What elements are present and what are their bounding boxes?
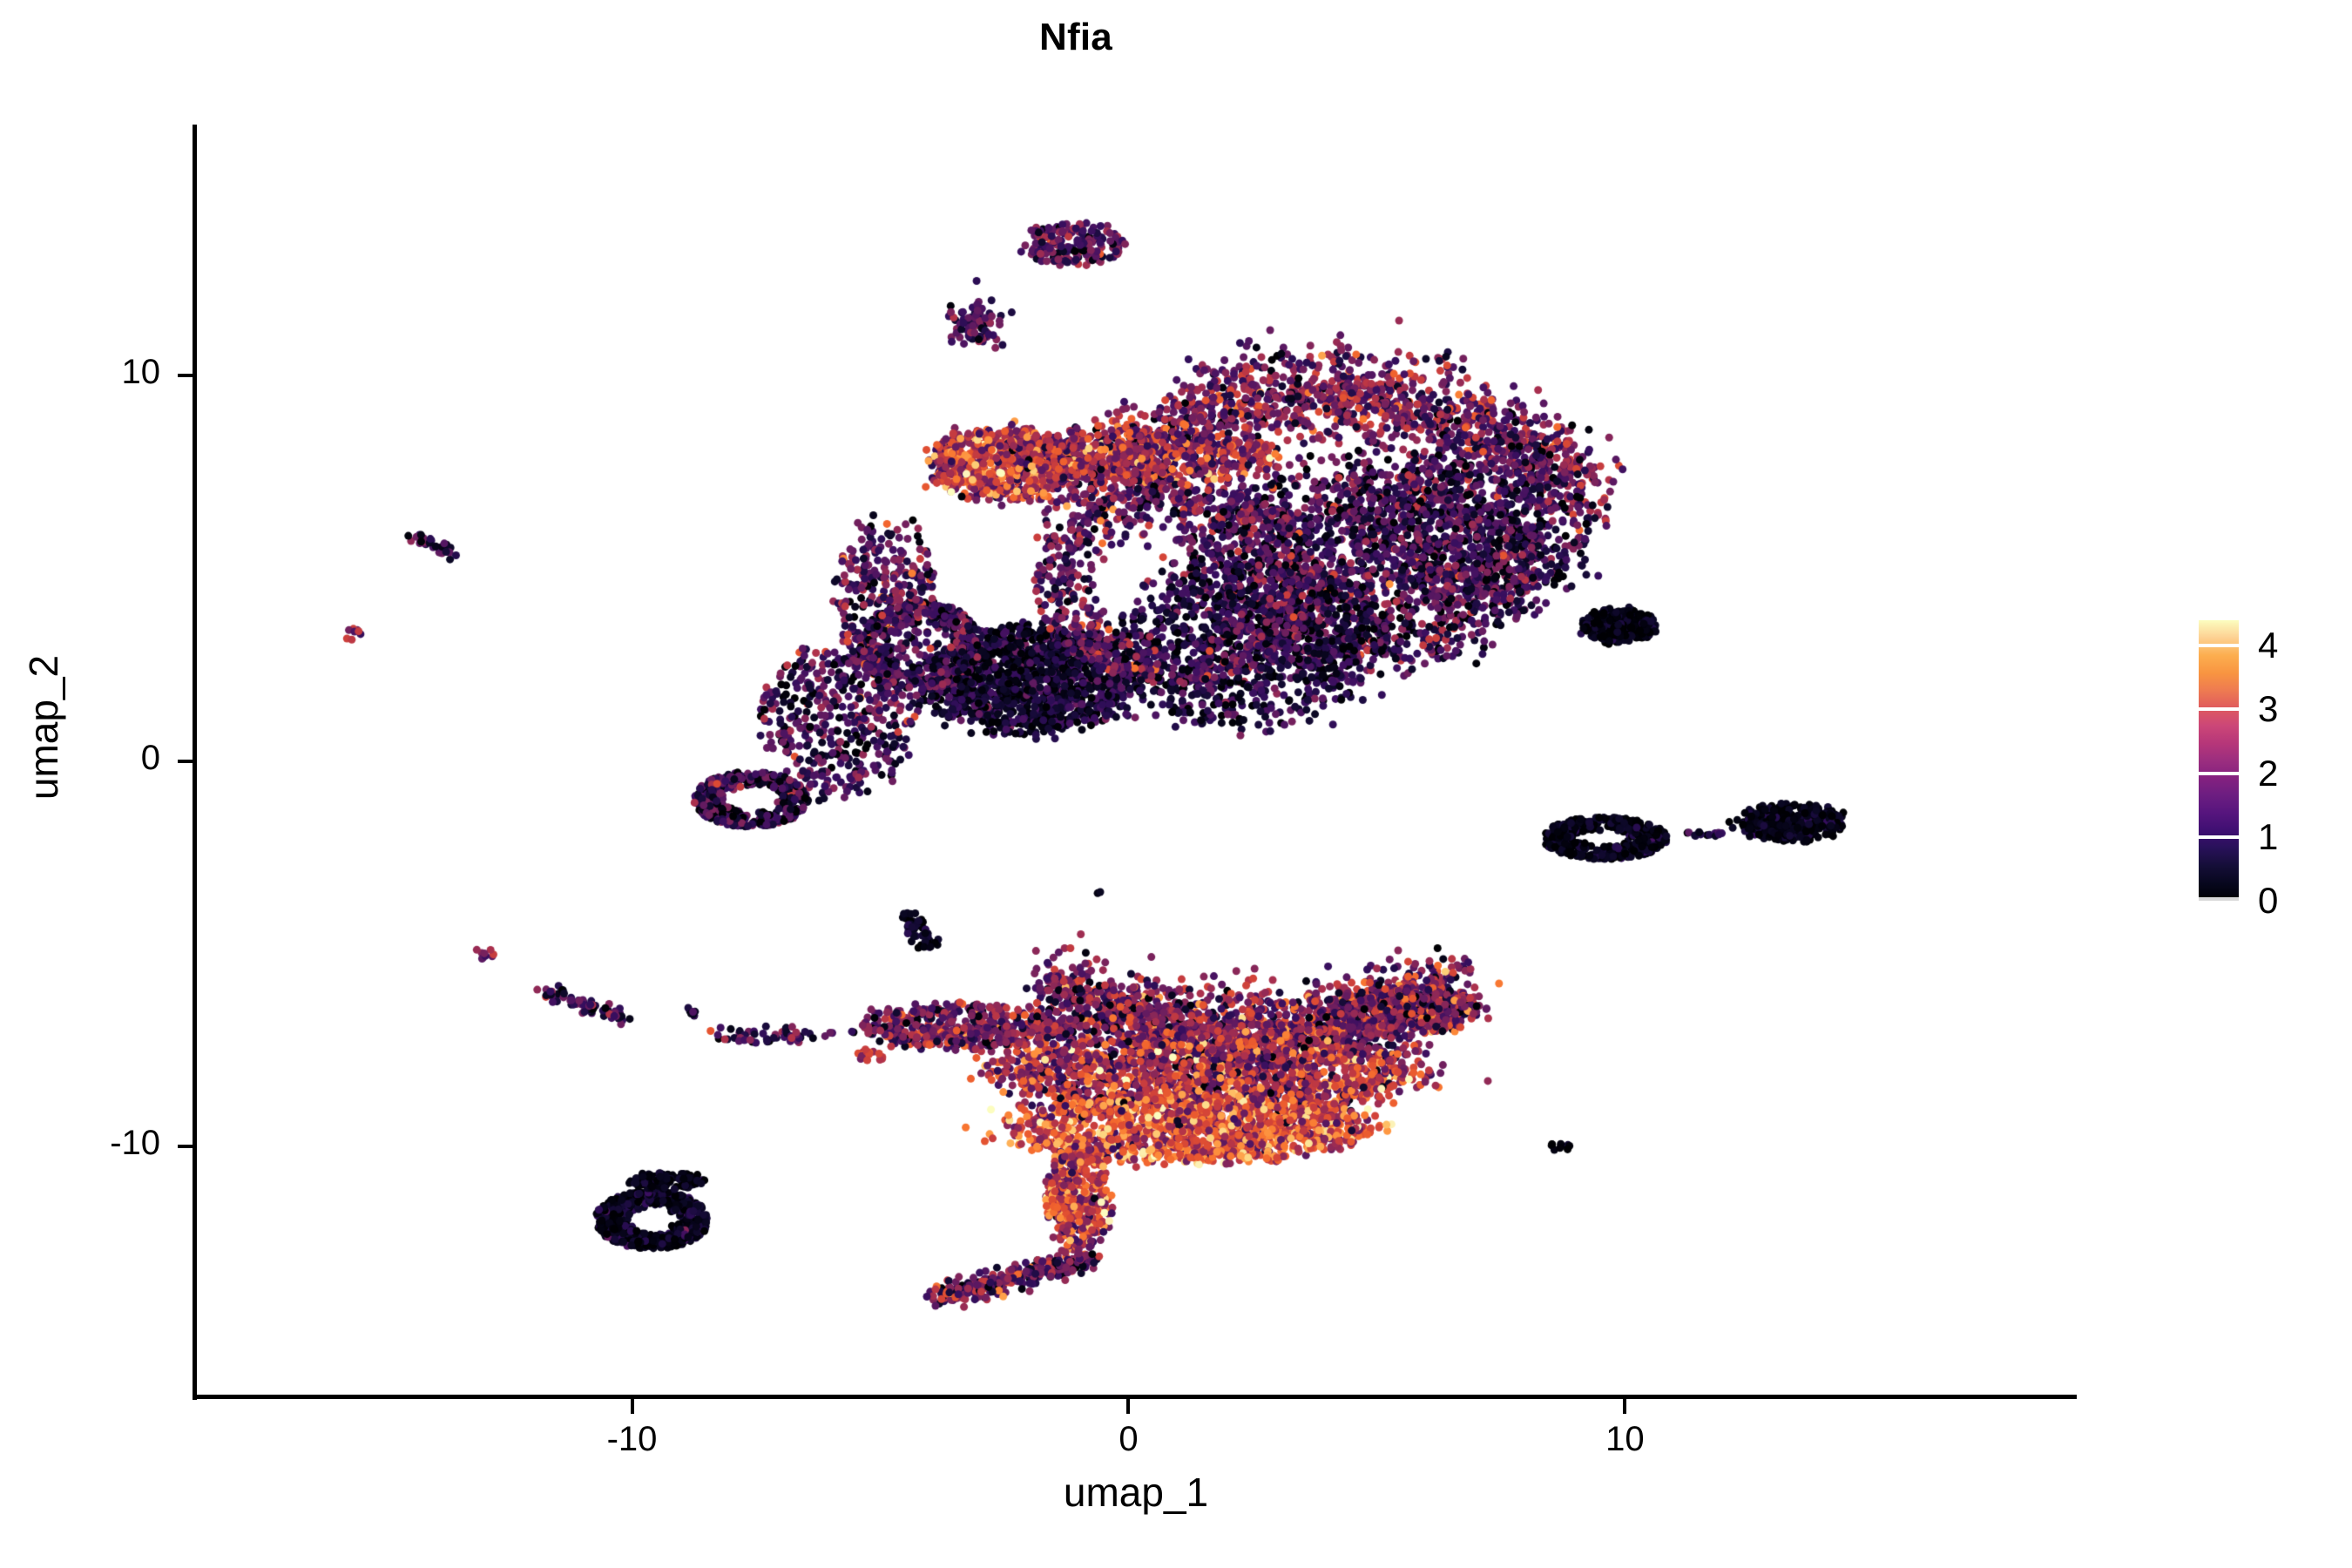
x-tick bbox=[630, 1399, 634, 1414]
y-tick-label: 0 bbox=[140, 738, 160, 777]
x-tick bbox=[1126, 1399, 1131, 1414]
colorbar-gradient bbox=[2199, 620, 2239, 901]
y-tick-label: -10 bbox=[110, 1124, 160, 1163]
colorbar-tick-label: 3 bbox=[2258, 688, 2279, 730]
plot-panel bbox=[195, 125, 2077, 1397]
y-tick bbox=[178, 1145, 193, 1149]
colorbar-tick bbox=[2199, 771, 2239, 775]
y-axis-line bbox=[193, 125, 197, 1400]
scatter-points-canvas bbox=[195, 125, 2077, 1397]
colorbar-tick bbox=[2199, 707, 2239, 712]
x-tick-label: 10 bbox=[1605, 1420, 1645, 1458]
colorbar-tick-label: 2 bbox=[2258, 752, 2279, 794]
colorbar-tick-label: 4 bbox=[2258, 625, 2279, 666]
chart-title: Nfia bbox=[1039, 16, 1112, 58]
colorbar-tick-label: 0 bbox=[2258, 880, 2279, 921]
x-tick-label: -10 bbox=[606, 1420, 658, 1458]
colorbar-tick bbox=[2199, 644, 2239, 648]
x-tick-label: 0 bbox=[1119, 1420, 1139, 1458]
y-tick-label: 10 bbox=[121, 352, 161, 391]
colorbar bbox=[2199, 620, 2239, 901]
colorbar-tick-label: 1 bbox=[2258, 815, 2279, 857]
y-axis-title: umap_2 bbox=[21, 654, 66, 801]
x-axis-title: umap_1 bbox=[1063, 1470, 1209, 1515]
x-axis-line bbox=[193, 1395, 2077, 1399]
x-tick bbox=[1623, 1399, 1627, 1414]
colorbar-tick bbox=[2199, 897, 2239, 901]
y-tick bbox=[178, 373, 193, 377]
colorbar-tick bbox=[2199, 835, 2239, 839]
y-tick bbox=[178, 759, 193, 763]
